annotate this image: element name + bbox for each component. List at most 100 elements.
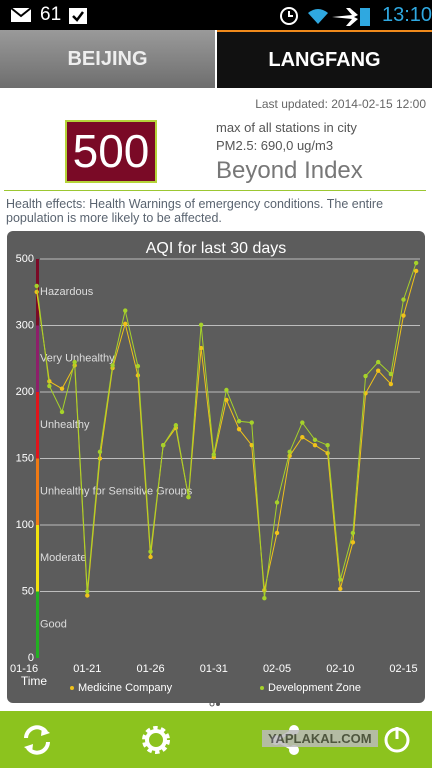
y-tick-label: 300 <box>16 319 34 331</box>
data-point <box>350 530 356 536</box>
data-point <box>287 449 292 455</box>
x-tick-label: 01-26 <box>136 663 164 675</box>
band-label: Good <box>40 619 67 631</box>
data-point <box>401 297 406 302</box>
data-point <box>388 371 394 377</box>
band-bar <box>36 325 39 392</box>
data-point <box>85 593 90 598</box>
data-point <box>300 420 305 425</box>
watermark: YAPLAKAL.COM <box>262 730 378 747</box>
chart-panel <box>7 231 425 703</box>
data-point <box>388 381 394 387</box>
x-tick-label: 02-15 <box>389 663 417 675</box>
data-point <box>274 530 280 536</box>
data-point <box>34 283 39 289</box>
health-text: Health effects: Health Warnings of emerg… <box>6 197 384 225</box>
legend-label: Development Zone <box>268 682 361 694</box>
x-axis-label: Time <box>21 674 48 688</box>
tab-active[interactable]: LANGFANG <box>217 30 432 88</box>
band-label: Very Unhealthy <box>40 353 115 365</box>
data-point <box>173 423 179 428</box>
tab[interactable]: BEIJING <box>0 30 215 88</box>
x-tick-label: 01-21 <box>73 663 101 675</box>
last-updated: Last updated: 2014-02-15 12:00 <box>255 97 426 111</box>
data-point <box>236 427 242 432</box>
pm25: PM2.5: 690,0 ug/m3 <box>216 138 334 153</box>
data-point <box>376 359 381 365</box>
band-bar <box>36 525 39 592</box>
battery-text: 61 <box>40 4 62 25</box>
band-bar <box>36 458 39 525</box>
band-bar <box>36 392 39 459</box>
data-point <box>85 589 90 594</box>
data-point <box>198 345 204 351</box>
divider <box>4 190 426 191</box>
level: Beyond Index <box>216 157 363 184</box>
data-point <box>123 308 128 313</box>
data-point <box>325 450 330 456</box>
data-point <box>236 419 242 424</box>
power-button[interactable] <box>380 723 414 757</box>
page-dot <box>216 702 220 706</box>
data-point <box>274 500 280 505</box>
data-point <box>211 452 216 457</box>
data-point <box>338 577 343 582</box>
data-point <box>401 313 406 318</box>
data-point <box>363 373 368 379</box>
settings-button[interactable] <box>139 723 173 757</box>
data-point <box>148 549 153 554</box>
y-tick-label: 100 <box>16 519 34 531</box>
data-point <box>338 586 343 592</box>
chart-title: AQI for last 30 days <box>146 240 287 257</box>
data-point <box>413 260 419 266</box>
page-dot <box>209 701 215 707</box>
data-point <box>224 387 229 393</box>
data-point <box>413 268 419 274</box>
y-tick-label: 150 <box>16 452 34 464</box>
data-point <box>47 383 52 389</box>
status-bar: 61 13:10 <box>0 0 432 30</box>
legend-marker <box>260 686 264 690</box>
y-tick-label: 0 <box>28 652 34 664</box>
legend-label: Medicine Company <box>78 682 173 694</box>
band-label: Unhealthy <box>40 419 90 431</box>
band-label: Moderate <box>40 552 86 564</box>
data-point <box>148 554 153 560</box>
x-tick-label: 02-10 <box>326 663 354 675</box>
data-point <box>160 443 166 448</box>
data-point <box>97 456 103 461</box>
band-label: Unhealthy for Sensitive Groups <box>40 486 193 498</box>
data-point <box>312 437 318 443</box>
status-icons <box>280 7 370 26</box>
data-point <box>59 409 65 415</box>
band-bar <box>36 591 39 658</box>
x-tick-label: 02-05 <box>263 663 291 675</box>
y-tick-label: 500 <box>16 253 34 265</box>
clipboard-icon <box>69 8 87 24</box>
x-tick-label: 01-31 <box>200 663 228 675</box>
y-tick-label: 200 <box>16 386 34 398</box>
data-point <box>325 443 330 448</box>
clock: 13:10 <box>382 4 432 26</box>
data-point <box>262 595 267 601</box>
refresh-button[interactable] <box>20 723 54 757</box>
scope: max of all stations in city <box>216 120 357 135</box>
data-point <box>224 397 229 403</box>
mail-icon <box>10 7 32 22</box>
bottom-bar: YAPLAKAL.COM <box>0 711 432 768</box>
data-point <box>34 289 39 295</box>
data-point <box>198 322 204 328</box>
data-point <box>300 435 305 440</box>
data-point <box>350 540 356 545</box>
data-point <box>59 386 65 391</box>
data-point <box>123 321 128 327</box>
data-point <box>72 359 77 365</box>
data-point <box>186 494 191 500</box>
data-point <box>110 363 115 368</box>
data-point <box>312 443 318 448</box>
data-point <box>135 373 141 378</box>
data-point <box>135 363 141 369</box>
aqi-box: 500 <box>65 120 157 183</box>
